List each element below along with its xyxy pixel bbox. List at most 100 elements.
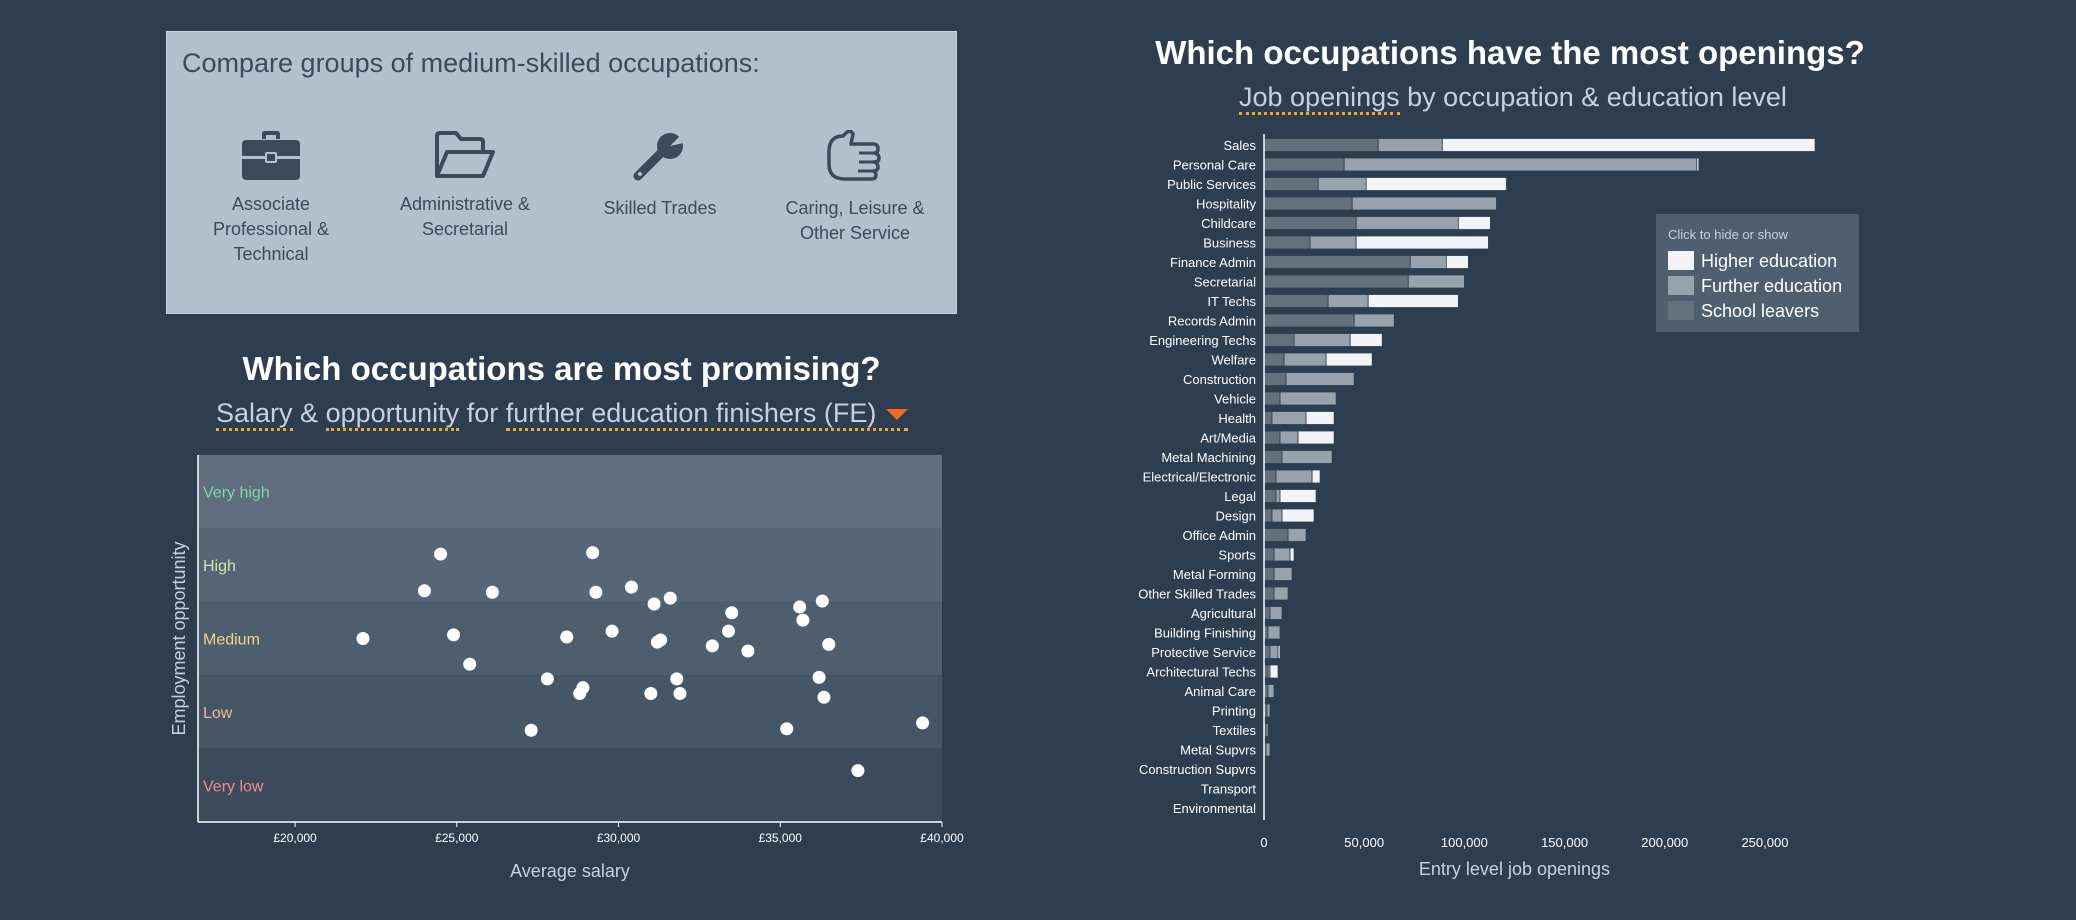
- bar-segment-further-education: [1355, 216, 1459, 230]
- bar-segment-further-education: [1269, 606, 1283, 620]
- band-label: Very low: [203, 778, 264, 795]
- bar-segment-higher-education: [1269, 664, 1279, 679]
- job-openings-link[interactable]: Job openings: [1239, 82, 1400, 115]
- bar-segment-further-education: [1267, 684, 1275, 698]
- data-point: [673, 687, 687, 701]
- bar-segment-higher-education: [1311, 469, 1321, 484]
- legend-label: Further education: [1701, 276, 1843, 296]
- data-point: [654, 633, 668, 647]
- group-administrative-secretarial[interactable]: Administrative & Secretarial: [365, 130, 565, 242]
- category-label: Health: [1218, 411, 1256, 426]
- category-label: Sales: [1223, 138, 1256, 153]
- data-point: [822, 637, 836, 651]
- category-label: Construction Supvrs: [1139, 762, 1257, 777]
- category-label: Design: [1216, 509, 1256, 524]
- data-point: [817, 690, 831, 704]
- subtitle-for: for: [466, 398, 499, 428]
- bar-segment-further-education: [1351, 196, 1497, 211]
- category-label: IT Techs: [1207, 294, 1256, 309]
- x-tick-label: 150,000: [1541, 835, 1588, 850]
- band-label: High: [203, 558, 236, 575]
- band-label: Very high: [203, 485, 270, 502]
- legend-swatch: [1668, 301, 1694, 320]
- bar-segment-school-leavers: [1263, 411, 1273, 425]
- band-label: Low: [203, 705, 233, 722]
- openings-title: Which occupations have the most openings…: [1155, 34, 1865, 71]
- bar-segment-higher-education: [1365, 177, 1507, 191]
- bar-segment-further-education: [1327, 294, 1369, 308]
- groups-panel-title: Compare groups of medium-skilled occupat…: [182, 48, 760, 78]
- promising-subtitle: Salary & opportunity for further educati…: [216, 398, 909, 431]
- data-point: [586, 546, 600, 560]
- bar-segment-school-leavers: [1263, 489, 1277, 503]
- group-associate-professional[interactable]: Associate Professional & Technical: [171, 130, 371, 267]
- data-point: [796, 613, 810, 627]
- data-point: [647, 597, 661, 611]
- bar-segment-higher-education: [1281, 508, 1315, 523]
- category-label: Business: [1203, 236, 1256, 251]
- bar-segment-further-education: [1409, 255, 1447, 269]
- legend-item-higher-education[interactable]: Higher education: [1668, 251, 1837, 272]
- openings-subtitle-rest: by occupation & education level: [1407, 82, 1787, 112]
- folder-icon: [435, 131, 495, 178]
- x-axis-title: Average salary: [510, 861, 630, 881]
- category-label: Electrical/Electronic: [1143, 470, 1257, 485]
- salary-link[interactable]: Salary: [216, 398, 293, 431]
- bar-segment-further-education: [1287, 528, 1307, 542]
- bar-segment-school-leavers: [1263, 352, 1285, 367]
- bar-segment-further-education: [1285, 372, 1355, 386]
- x-tick-label: 50,000: [1344, 835, 1384, 850]
- bar-segment-further-education: [1293, 333, 1351, 347]
- dropdown-caret-icon: [886, 409, 909, 421]
- bar-segment-school-leavers: [1263, 216, 1357, 230]
- opportunity-link[interactable]: opportunity: [325, 398, 460, 431]
- promising-title: Which occupations are most promising?: [242, 350, 881, 387]
- bar-segment-school-leavers: [1263, 255, 1411, 269]
- bar-segment-higher-education: [1305, 411, 1335, 425]
- data-point: [485, 585, 499, 599]
- bar-segment-further-education: [1265, 723, 1269, 737]
- legend-item-school-leavers[interactable]: School leavers: [1668, 301, 1819, 322]
- x-tick-label: £20,000: [273, 831, 317, 845]
- data-point: [540, 672, 554, 686]
- bar-segment-school-leavers: [1263, 430, 1281, 445]
- data-point: [524, 723, 538, 737]
- category-label: Metal Forming: [1173, 567, 1256, 582]
- bar-segment-further-education: [1353, 313, 1395, 328]
- bar-segment-higher-education: [1297, 430, 1335, 445]
- category-label: Printing: [1212, 704, 1256, 719]
- band-high: [198, 528, 942, 602]
- category-label: Public Services: [1167, 177, 1256, 192]
- data-point: [780, 722, 794, 736]
- category-label: Personal Care: [1173, 158, 1256, 173]
- education-level-dropdown[interactable]: further education finishers (FE): [505, 398, 909, 431]
- bar-segment-school-leavers: [1263, 138, 1379, 152]
- group-label-line3: Technical: [233, 244, 309, 264]
- bar-segment-further-education: [1283, 352, 1327, 367]
- x-tick-label: £25,000: [435, 831, 479, 845]
- category-label: Finance Admin: [1170, 255, 1256, 270]
- x-tick-label: £30,000: [597, 831, 641, 845]
- wrench-icon: [633, 132, 688, 181]
- bar-segment-further-education: [1343, 157, 1698, 172]
- bar-segment-further-education: [1269, 645, 1279, 659]
- data-point: [916, 716, 930, 730]
- bar-segment-further-education: [1265, 742, 1271, 757]
- category-label: Other Skilled Trades: [1138, 587, 1256, 602]
- bar-segment-higher-education: [1445, 255, 1469, 269]
- category-label: Textiles: [1213, 723, 1257, 738]
- group-caring-leisure[interactable]: Caring, Leisure & Other Service: [755, 130, 955, 246]
- legend-title: Click to hide or show: [1668, 227, 1788, 242]
- group-skilled-trades[interactable]: Skilled Trades: [560, 130, 760, 221]
- legend-item-further-education[interactable]: Further education: [1668, 276, 1842, 297]
- bar-segment-school-leavers: [1263, 196, 1353, 211]
- x-tick-label: 100,000: [1441, 835, 1488, 850]
- bar-segment-higher-education: [1349, 333, 1383, 347]
- category-label: Hospitality: [1196, 197, 1256, 212]
- group-label-line2: Other Service: [799, 223, 911, 243]
- category-label: Architectural Techs: [1146, 665, 1256, 680]
- scatter-chart: Very high High Medium Low Very low £20,000 £25…: [169, 455, 964, 881]
- band-low: [198, 675, 942, 749]
- openings-subtitle: Job openings by occupation & education l…: [1239, 82, 1787, 115]
- bar-segment-school-leavers: [1263, 606, 1271, 620]
